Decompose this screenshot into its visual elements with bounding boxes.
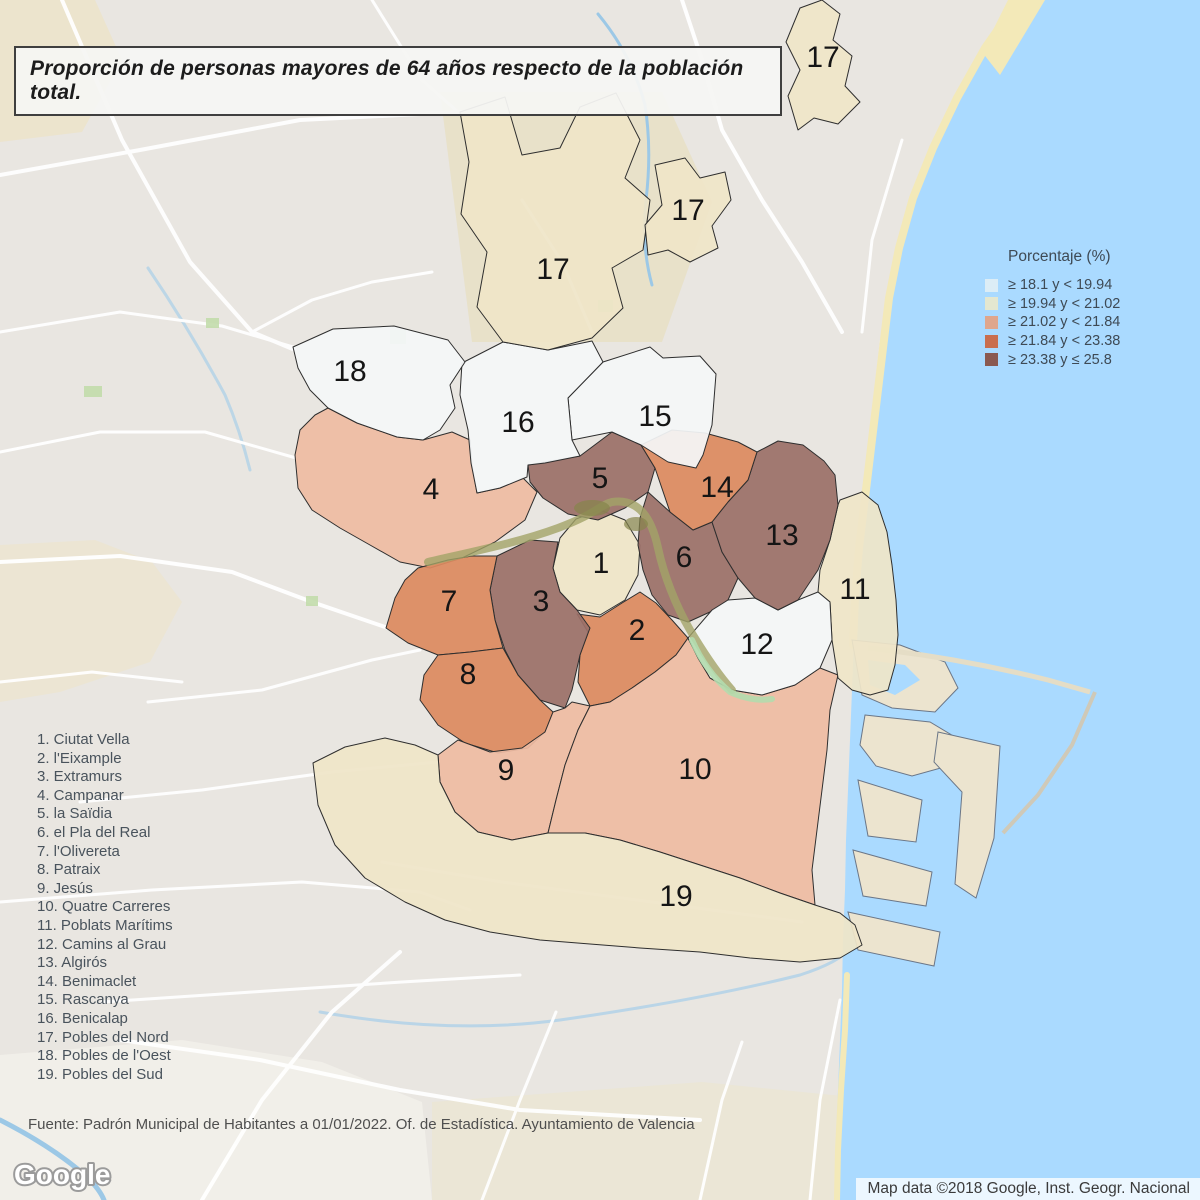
district-11-polygon[interactable] [817,491,899,696]
legend-swatch [985,353,998,367]
district-list-item: 4. Campanar [37,786,124,804]
district-1-label: 1 [593,547,610,580]
legend-label: ≥ 21.84 y < 23.38 [1008,333,1121,350]
district-list-item: 10. Quatre Carreres [37,898,171,916]
district-list-item: 19. Pobles del Sud [37,1065,163,1083]
map-attribution: Map data ©2018 Google, Inst. Geogr. Naci… [855,1178,1200,1200]
district-7-label: 7 [441,585,458,618]
district-16-polygon[interactable] [459,340,604,494]
districts-layer [292,0,899,963]
legend: Porcentaje (%) ≥ 18.1 y < 19.94 ≥ 19.94 y… [985,248,1195,369]
district-list-item: 7. l'Olivereta [37,842,120,860]
legend-row: ≥ 18.1 y < 19.94 [985,276,1195,295]
district-10-label: 10 [678,753,711,786]
legend-row: ≥ 19.94 y < 21.02 [985,295,1195,314]
district-3-polygon[interactable] [489,539,591,709]
legend-label: ≥ 21.02 y < 21.84 [1008,314,1121,331]
google-logo-svg: Google [12,1157,112,1192]
district-18-polygon[interactable] [292,325,466,441]
district-19-polygon[interactable] [312,737,863,963]
legend-row: ≥ 21.02 y < 21.84 [985,313,1195,332]
map-title-box: Proporción de personas mayores de 64 año… [14,46,782,116]
district-list-item: 14. Benimaclet [37,972,137,990]
district-12-label: 12 [740,628,773,661]
source-note: Fuente: Padrón Municipal de Habitantes a… [28,1116,695,1133]
district-list-item: 13. Algirós [37,954,108,972]
district-17-label: 17 [536,253,569,286]
district-list-item: 8. Patraix [37,861,101,879]
district-19-label: 19 [659,880,692,913]
district-8-label: 8 [460,658,477,691]
district-list-item: 15. Rascanya [37,991,129,1009]
district-17-label: 17 [671,194,704,227]
district-17-polygon[interactable] [785,0,861,131]
district-list-item: 12. Camins al Grau [37,935,167,953]
legend-label: ≥ 23.38 y ≤ 25.8 [1008,351,1112,368]
legend-swatch [985,297,998,311]
legend-label: ≥ 19.94 y < 21.02 [1008,295,1121,312]
district-11-label: 11 [839,573,870,606]
district-13-label: 13 [765,519,798,552]
district-18-label: 18 [333,355,366,388]
google-logo-text: Google [14,1159,110,1190]
district-list-item: 16. Benicalap [37,1009,128,1027]
district-9-label: 9 [498,754,515,787]
district-list-item: 9. Jesús [37,879,93,897]
legend-title: Porcentaje (%) [1008,248,1111,265]
district-17-label: 17 [806,41,839,74]
district-4-label: 4 [423,473,440,506]
legend-swatch [985,334,998,348]
district-list-item: 17. Pobles del Nord [37,1028,169,1046]
district-list-item: 11. Poblats Marítims [37,916,173,934]
district-3-label: 3 [533,585,550,618]
district-14-label: 14 [700,471,733,504]
legend-row: ≥ 23.38 y ≤ 25.8 [985,350,1195,369]
district-list-item: 3. Extramurs [37,768,123,786]
legend-swatch [985,315,998,329]
district-17-polygon[interactable] [459,92,651,351]
district-list: 1. Ciutat Vella 2. l'Eixample 3. Extramurs… [37,731,173,1084]
map-title: Proporción de personas mayores de 64 año… [30,57,744,104]
legend-swatch [985,278,998,292]
turia-green-ribbon [424,497,775,703]
district-1-polygon[interactable] [552,509,641,616]
district-2-label: 2 [629,614,646,647]
legend-rows: ≥ 18.1 y < 19.94 ≥ 19.94 y < 21.02 ≥ 21.02… [985,276,1195,369]
district-list-item: 18. Pobles de l'Oest [37,1047,171,1065]
google-logo[interactable]: Google [8,1155,138,1200]
district-list-item: 2. l'Eixample [37,749,122,767]
district-6-label: 6 [676,541,693,574]
district-list-item: 1. Ciutat Vella [37,731,130,748]
district-15-label: 15 [638,400,671,433]
district-5-label: 5 [592,462,609,495]
legend-row: ≥ 21.84 y < 23.38 [985,332,1195,351]
legend-label: ≥ 18.1 y < 19.94 [1008,277,1113,294]
district-list-item: 6. el Pla del Real [37,823,151,841]
district-15-polygon[interactable] [567,346,717,469]
district-16-label: 16 [501,406,534,439]
district-4-polygon[interactable] [294,407,538,569]
district-list-item: 5. la Saïdia [37,805,113,823]
district-17-polygon[interactable] [644,157,732,263]
